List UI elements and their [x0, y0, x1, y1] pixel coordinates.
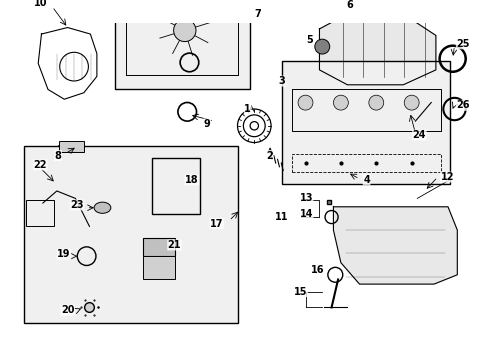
- Text: 1: 1: [244, 104, 251, 114]
- Bar: [151, 158, 200, 214]
- Text: 8: 8: [55, 150, 61, 161]
- Circle shape: [368, 95, 383, 110]
- Text: 17: 17: [210, 219, 223, 229]
- Circle shape: [314, 39, 329, 54]
- Polygon shape: [319, 14, 435, 85]
- Text: 15: 15: [293, 287, 307, 297]
- Text: 7: 7: [254, 9, 261, 19]
- Text: 6: 6: [346, 0, 353, 10]
- Text: 2: 2: [266, 150, 273, 161]
- Circle shape: [298, 95, 312, 110]
- Bar: [59, 141, 83, 152]
- Bar: [142, 238, 175, 256]
- Text: 26: 26: [455, 100, 469, 110]
- Bar: [26, 200, 54, 226]
- Text: 22: 22: [34, 160, 47, 170]
- Text: 16: 16: [310, 265, 324, 275]
- Text: 4: 4: [363, 175, 369, 185]
- Text: 24: 24: [412, 130, 425, 140]
- Bar: [282, 60, 449, 184]
- Text: 23: 23: [70, 200, 83, 210]
- Ellipse shape: [94, 202, 111, 213]
- Text: 12: 12: [440, 172, 453, 182]
- Bar: [24, 146, 238, 323]
- Text: 13: 13: [299, 193, 312, 203]
- Text: 21: 21: [167, 240, 181, 250]
- Circle shape: [333, 95, 347, 110]
- Text: 5: 5: [305, 35, 312, 45]
- Bar: [142, 256, 175, 279]
- Text: 9: 9: [203, 119, 210, 129]
- Bar: [114, 0, 249, 89]
- Text: 25: 25: [455, 39, 469, 49]
- Circle shape: [404, 95, 418, 110]
- Circle shape: [173, 19, 196, 42]
- Text: 19: 19: [57, 249, 71, 259]
- Text: 14: 14: [299, 209, 312, 219]
- Text: 20: 20: [61, 305, 74, 315]
- Text: 3: 3: [278, 76, 285, 86]
- Polygon shape: [333, 207, 456, 284]
- Text: 11: 11: [275, 212, 288, 222]
- Text: 18: 18: [184, 175, 198, 185]
- Text: 10: 10: [34, 0, 47, 8]
